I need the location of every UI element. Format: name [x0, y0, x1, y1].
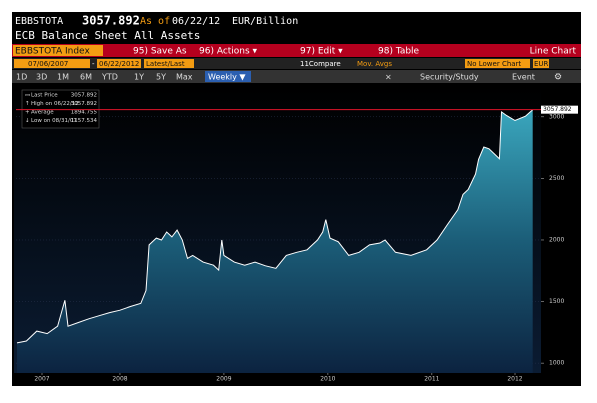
legend-value: 1894.755: [71, 110, 98, 116]
y-axis-area: [541, 86, 579, 373]
legend-box: [21, 89, 100, 129]
legend-label: Low on 08/31/07: [31, 118, 77, 124]
legend-label: Last Price: [31, 93, 58, 99]
period-button[interactable]: 6M: [80, 73, 92, 82]
legend-value: 3057.892: [71, 93, 97, 99]
y-tick-label: 2000: [549, 236, 564, 243]
lower-chart[interactable]: No Lower Chart: [467, 60, 521, 68]
units: EUR/Billion: [232, 16, 298, 27]
legend-value: 3057.892: [71, 101, 97, 107]
close-icon[interactable]: ×: [385, 73, 392, 82]
x-tick-label: 2008: [112, 376, 127, 383]
as-of-date: 06/22/12: [172, 16, 220, 27]
ticker: EBBSTOTA: [15, 16, 63, 27]
legend-symbol: ↑: [25, 100, 30, 107]
date-separator: -: [92, 60, 95, 68]
period-button[interactable]: 3D: [36, 73, 47, 82]
period-button[interactable]: 5Y: [156, 73, 166, 82]
area-fill: [17, 109, 533, 373]
legend-value: 1157.534: [71, 118, 98, 124]
x-tick-label: 2007: [34, 376, 49, 383]
security-box[interactable]: [13, 45, 103, 56]
y-tick-label: 1000: [549, 360, 564, 367]
toolbar: [12, 44, 581, 57]
frequency-box[interactable]: [205, 71, 251, 82]
lower-chart-box[interactable]: [465, 59, 530, 68]
legend-symbol: ↓: [25, 117, 30, 124]
price-field[interactable]: Latest/Last: [146, 60, 185, 68]
period-button[interactable]: 1D: [16, 73, 27, 82]
period-button[interactable]: YTD: [101, 73, 118, 82]
y-tick-label: 1500: [549, 298, 564, 305]
x-tick-label: 2010: [320, 376, 335, 383]
currency-box[interactable]: [533, 59, 549, 68]
toolbar-button[interactable]: 96) Actions ▾: [199, 47, 258, 57]
end-date-box[interactable]: [97, 59, 141, 68]
legend-label: High on 06/22/12: [31, 101, 79, 107]
currency[interactable]: EUR: [534, 60, 549, 68]
tool[interactable]: Event: [512, 73, 535, 82]
x-tick-label: 2012: [507, 376, 522, 383]
start-date-box[interactable]: [14, 59, 90, 68]
period-button[interactable]: 1Y: [134, 73, 144, 82]
x-tick-label: 2011: [424, 376, 439, 383]
field-box[interactable]: [144, 59, 194, 68]
end-date[interactable]: 06/22/2012: [99, 60, 139, 68]
start-date[interactable]: 07/06/2007: [28, 60, 68, 68]
x-tick-label: 2009: [216, 376, 231, 383]
period-button[interactable]: Max: [176, 73, 193, 82]
price: 3057.892: [82, 14, 140, 28]
period-bar: [12, 70, 581, 83]
frequency[interactable]: Weekly ▼: [208, 73, 246, 82]
price-line: [16, 109, 534, 344]
period-button[interactable]: 1M: [57, 73, 69, 82]
y-tick-label: 2500: [549, 175, 564, 182]
legend-symbol: ▭: [25, 93, 30, 99]
legend-symbol: +: [25, 110, 30, 116]
compare[interactable]: 11Compare: [300, 60, 341, 68]
controls-bar: [12, 58, 581, 69]
last-price-label: 3057.892: [543, 106, 572, 113]
mov-avgs[interactable]: Mov. Avgs: [357, 60, 392, 68]
toolbar-button[interactable]: 98) Table: [378, 47, 420, 57]
toolbar-button[interactable]: 95) Save As: [133, 47, 187, 57]
toolbar-button[interactable]: 97) Edit ▾: [300, 47, 343, 57]
as-of-label: As of: [140, 16, 170, 27]
description: ECB Balance Sheet All Assets: [15, 29, 200, 42]
y-tick-label: 3000: [549, 113, 564, 120]
settings-icon[interactable]: ⚙: [554, 73, 562, 83]
legend-label: Average: [31, 110, 54, 116]
security[interactable]: EBBSTOTA Index: [15, 47, 90, 57]
tool[interactable]: Security/Study: [420, 73, 479, 82]
last-price-box: [541, 105, 578, 114]
chart-type[interactable]: Line Chart: [530, 47, 577, 57]
